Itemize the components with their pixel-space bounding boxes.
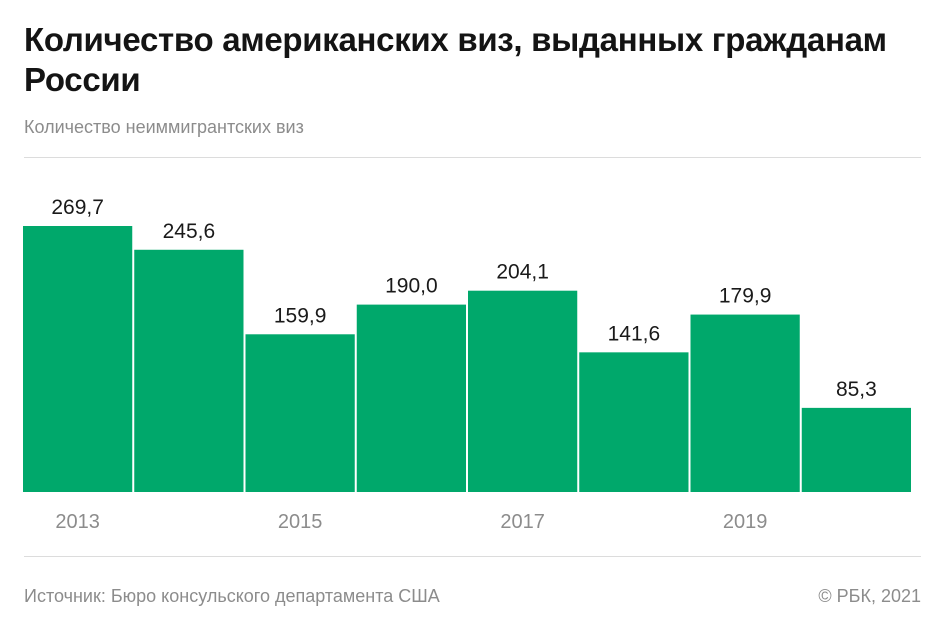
bar-2017 — [468, 290, 578, 492]
value-label-2019: 179,9 — [719, 285, 772, 308]
copyright-note: © РБК, 2021 — [818, 586, 921, 606]
value-label-2014: 245,6 — [163, 220, 216, 243]
chart-title: Количество американских виз, выданных гр… — [24, 21, 887, 98]
bar-2013 — [23, 226, 133, 492]
x-tick-label-2017: 2017 — [500, 511, 545, 533]
bottom-divider — [24, 556, 921, 557]
value-label-2018: 141,6 — [608, 322, 661, 345]
top-divider — [24, 157, 921, 158]
bar-2018 — [579, 352, 689, 492]
x-tick-label-2013: 2013 — [55, 511, 100, 533]
x-tick-label-2015: 2015 — [278, 511, 323, 533]
bar-2020 — [801, 407, 911, 492]
chart-subtitle: Количество неиммигрантских виз — [24, 117, 304, 137]
bar-2019 — [690, 314, 800, 492]
bar-2015 — [245, 334, 355, 492]
value-label-2013: 269,7 — [51, 196, 104, 219]
value-label-2017: 204,1 — [496, 261, 549, 284]
value-label-2016: 190,0 — [385, 275, 438, 298]
source-note: Источник: Бюро консульского департамента… — [24, 586, 440, 606]
bar-2016 — [356, 304, 466, 492]
bar-2014 — [134, 249, 244, 492]
value-label-2020: 85,3 — [836, 378, 877, 401]
x-tick-label-2019: 2019 — [723, 511, 768, 533]
value-label-2015: 159,9 — [274, 304, 327, 327]
